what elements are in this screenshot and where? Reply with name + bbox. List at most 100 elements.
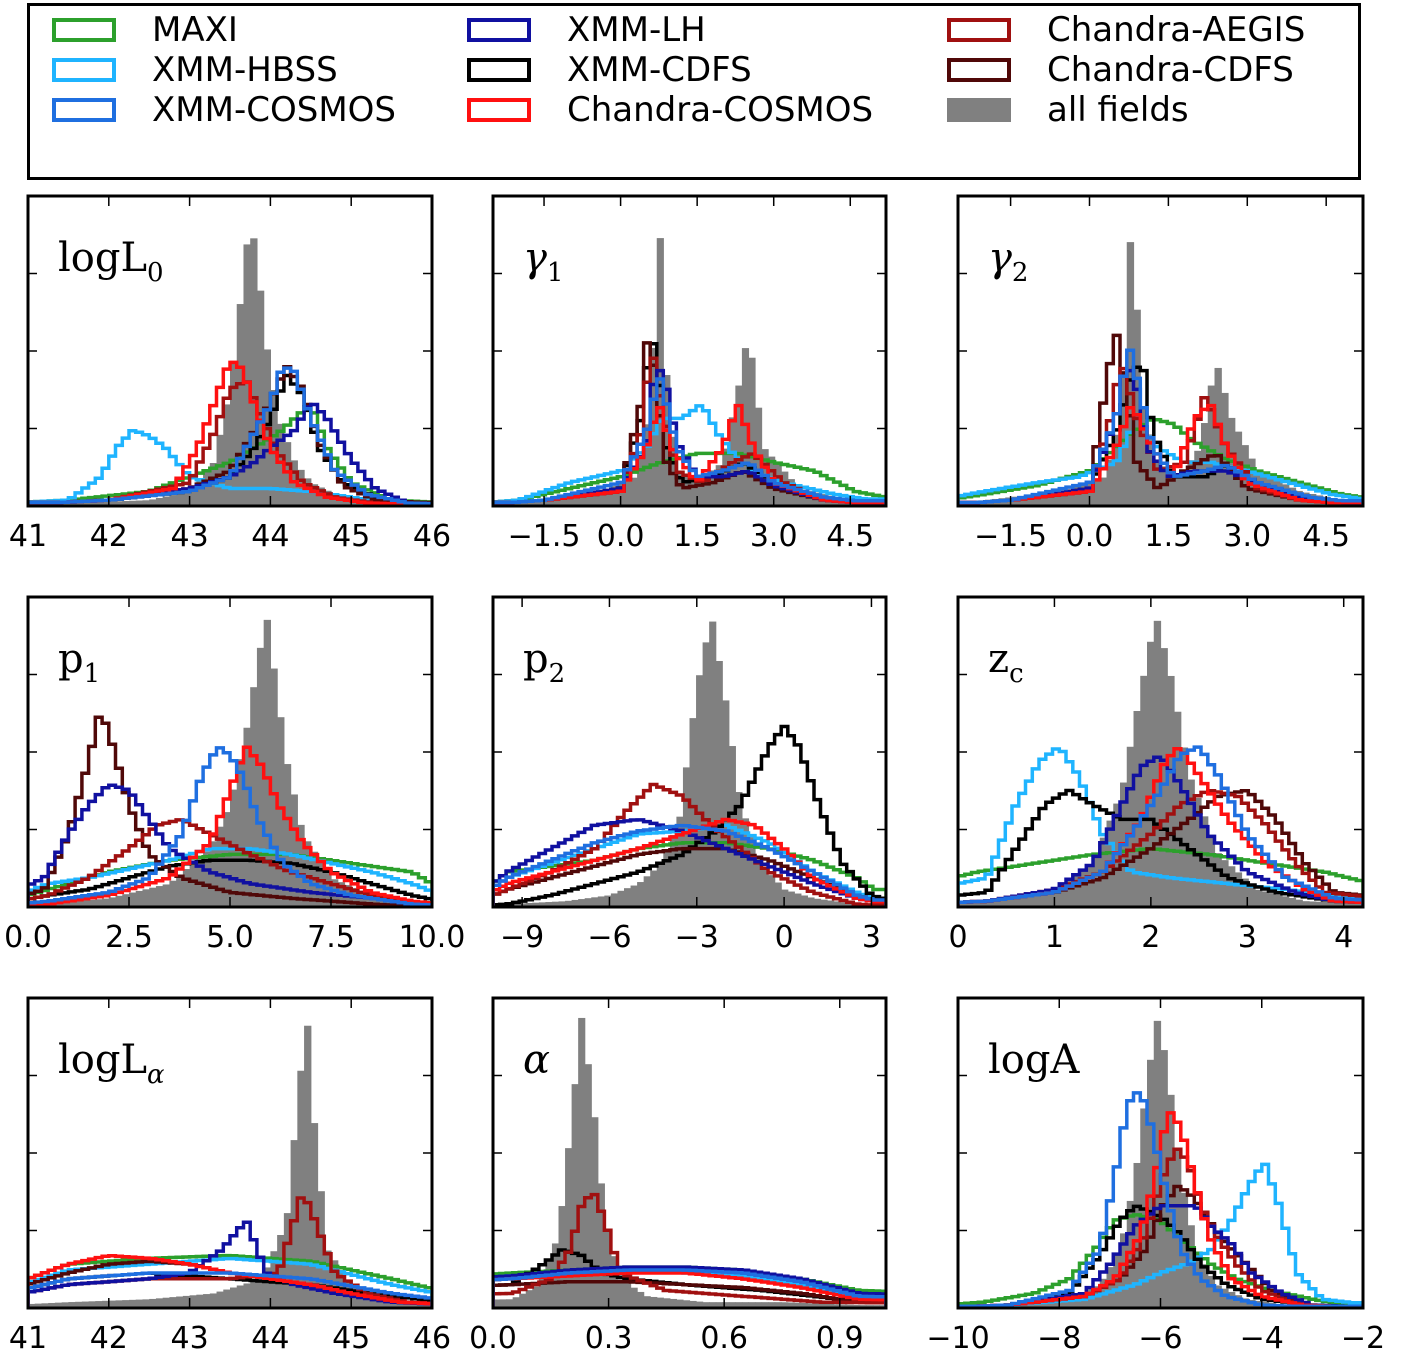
x-tick-label: −6 (1138, 1321, 1182, 1356)
panel-label: logL0 (58, 235, 164, 288)
bar-all-fields (840, 902, 848, 907)
bar-all-fields (317, 862, 325, 907)
bar-all-fields (656, 1297, 664, 1308)
histogram-xmm-cosmos (28, 366, 432, 506)
bar-all-fields (1052, 1300, 1060, 1308)
x-tick-label: 41 (9, 519, 47, 554)
bar-all-fields (135, 1299, 144, 1308)
bar-all-fields (364, 893, 372, 907)
bar-all-fields (115, 895, 123, 907)
bar-all-fields (129, 1299, 137, 1308)
bar-all-fields (250, 238, 258, 506)
bar-all-fields (75, 502, 83, 506)
bar-all-fields (1309, 901, 1317, 907)
bar-all-fields (176, 1296, 184, 1308)
x-tick-label: 44 (251, 519, 289, 554)
panel-6: 0 1 2 3 4 zc (948, 595, 1365, 955)
histogram-area (493, 238, 886, 506)
legend-swatch-xmm_hbss (52, 58, 116, 82)
bar-all-fields (722, 1302, 730, 1308)
bar-all-fields (108, 1300, 117, 1308)
panel-label-sub: 0 (147, 258, 164, 288)
x-tick-label: −4 (1240, 1321, 1284, 1356)
bar-all-fields (196, 1294, 204, 1308)
bar-all-fields (1079, 870, 1087, 907)
bar-all-fields (115, 1300, 123, 1308)
bar-all-fields (571, 1084, 579, 1308)
histogram-xmm-cosmos (28, 1271, 432, 1308)
bar-all-fields (1194, 1252, 1202, 1308)
legend-entry-maxi: MAXI (52, 10, 238, 50)
histogram-all-fields (28, 619, 432, 907)
x-tick-label: 0.9 (816, 1321, 864, 1356)
bar-all-fields (506, 903, 514, 907)
bar-all-fields (985, 900, 993, 907)
bar-all-fields (1167, 471, 1175, 506)
panel-2: −1.5 0.0 1.5 3.0 4.5 γ1 (491, 194, 888, 554)
bar-all-fields (650, 870, 658, 907)
bar-all-fields (243, 727, 251, 907)
bar-all-fields (189, 863, 197, 907)
bar-all-fields (833, 1304, 841, 1308)
bar-all-fields (978, 901, 986, 907)
bar-all-fields (506, 1299, 514, 1308)
x-tick-label: 2.5 (105, 920, 153, 955)
bar-all-fields (297, 1070, 305, 1308)
bar-all-fields (1032, 494, 1040, 506)
bar-all-fields (41, 1303, 49, 1308)
bar-all-fields (1072, 874, 1081, 907)
bar-all-fields (578, 1017, 586, 1308)
bar-all-fields (283, 764, 292, 907)
bar-all-fields (216, 1291, 224, 1308)
bar-all-fields (250, 1281, 258, 1308)
bar-all-fields (1207, 834, 1216, 907)
legend-label-xmm_cosmos: XMM-COSMOS (152, 90, 396, 130)
bar-all-fields (203, 471, 211, 506)
legend-swatch-maxi (52, 18, 116, 42)
bar-all-fields (1187, 1225, 1195, 1308)
bar-all-fields (122, 1300, 130, 1308)
histogram-area (958, 242, 1363, 506)
bar-all-fields (1066, 879, 1074, 907)
bar-all-fields (176, 493, 184, 506)
bar-all-fields (81, 900, 90, 907)
bar-all-fields (115, 501, 123, 506)
x-tick-label: −3 (675, 920, 719, 955)
bar-all-fields (230, 1287, 238, 1308)
bar-all-fields (216, 434, 224, 506)
bar-all-fields (324, 1250, 332, 1308)
panel-label-main: p (58, 636, 84, 682)
bar-all-fields (256, 290, 265, 506)
x-tick-label: 46 (413, 1321, 451, 1356)
bar-all-fields (1174, 711, 1182, 907)
bar-all-fields (155, 497, 164, 506)
bar-all-fields (1336, 902, 1344, 907)
histogram-chandra-cosmos (28, 745, 432, 907)
bar-all-fields (1025, 893, 1033, 907)
legend-entry-all: all fields (947, 90, 1189, 130)
bar-all-fields (1140, 675, 1148, 907)
x-tick-label: 4.5 (1302, 519, 1350, 554)
bar-all-fields (1079, 484, 1087, 506)
bar-all-fields (68, 1302, 76, 1308)
bar-all-fields (162, 884, 170, 907)
bar-all-fields (142, 1299, 150, 1308)
x-tick-label: 3 (1238, 920, 1257, 955)
bar-all-fields (68, 901, 76, 907)
bar-all-fields (663, 851, 671, 907)
x-tick-label: 0 (775, 920, 794, 955)
bar-all-fields (88, 502, 96, 506)
histogram-xmm-lh (493, 1265, 886, 1308)
bar-all-fields (236, 759, 245, 907)
bar-all-fields (182, 1295, 191, 1308)
legend-entry-xmm_cosmos: XMM-COSMOS (52, 90, 396, 130)
bar-all-fields (1059, 491, 1067, 506)
bar-all-fields (1032, 892, 1040, 907)
bar-all-fields (1255, 889, 1263, 907)
bar-all-fields (1234, 1295, 1243, 1308)
bar-all-fields (519, 1293, 527, 1308)
bar-all-fields (558, 901, 566, 907)
bar-all-fields (81, 1301, 90, 1308)
bar-all-fields (532, 501, 540, 506)
histogram-chandra-cdfs (28, 715, 432, 907)
